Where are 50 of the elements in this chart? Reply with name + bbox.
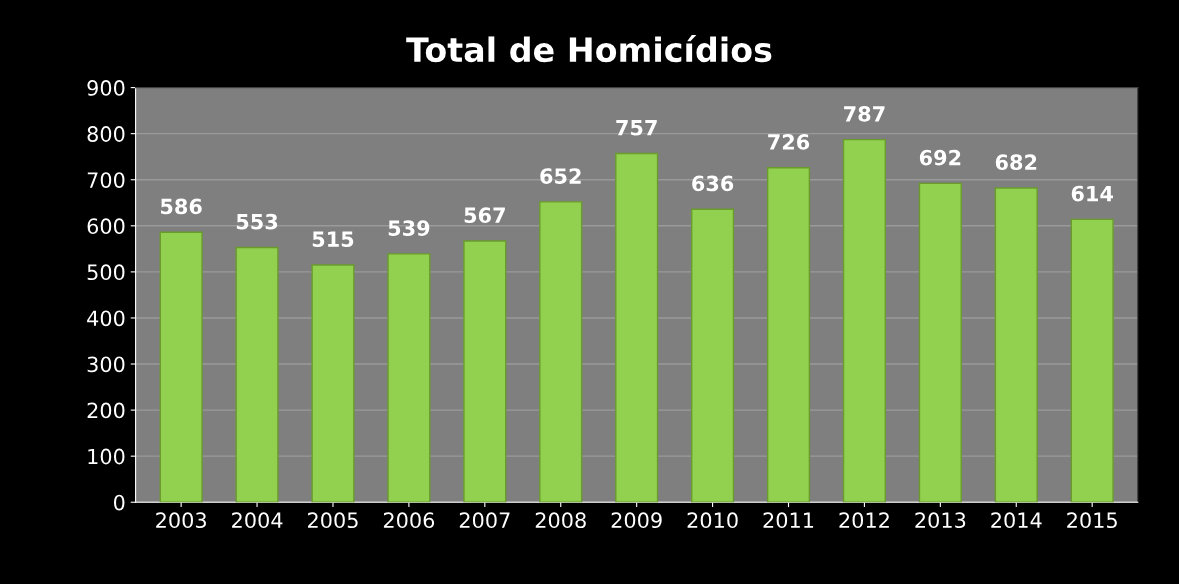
data-label: 553 [236,213,278,230]
data-label: 726 [768,134,810,150]
y-tick-label: 300 [87,356,125,373]
y-tick-label: 400 [87,310,125,327]
data-label: 787 [844,105,885,122]
x-tick-label: 2005 [307,512,358,529]
data-label: 682 [995,154,1037,171]
y-tick-label: 600 [87,218,125,235]
y-tick-label: 200 [87,402,125,419]
x-tick-label: 2013 [915,512,966,529]
y-tick-label: 500 [87,264,125,281]
data-label: 692 [919,149,961,166]
y-tick-label: 100 [88,448,125,465]
bar [918,182,962,503]
bar [463,240,507,503]
data-label: 539 [388,220,430,236]
x-tick-label: 2012 [839,512,889,529]
bar [235,246,279,503]
data-label: 614 [1071,185,1113,202]
data-label: 757 [616,120,657,136]
bar [159,231,203,503]
bar [842,138,886,503]
bar [1070,218,1114,503]
y-tick-label: 800 [87,126,125,142]
bar [387,253,431,503]
x-tick-label: 2014 [991,512,1042,529]
y-tick-label: 700 [87,172,125,188]
data-label: 586 [161,198,202,215]
bar [994,187,1038,503]
x-tick-label: 2004 [232,512,283,529]
chart-title: Total de Homicídios [406,35,772,63]
x-tick-label: 2003 [156,512,206,529]
x-tick-label: 2008 [535,512,586,529]
bar [691,208,735,503]
x-tick-label: 2007 [459,512,510,529]
x-tick-label: 2009 [611,512,662,529]
data-label: 636 [692,175,734,192]
y-tick-label: 900 [87,80,125,96]
bar [615,152,659,503]
x-tick-label: 2010 [687,512,738,529]
data-label: 567 [464,207,505,224]
data-label: 515 [312,231,354,248]
x-tick-label: 2006 [383,512,435,529]
x-tick-label: 2015 [1067,512,1117,529]
bar [766,167,811,503]
data-label: 652 [540,168,581,184]
x-tick-label: 2011 [763,512,814,529]
y-tick-label: 0 [113,494,125,511]
bar [539,201,583,503]
bar [311,264,355,503]
